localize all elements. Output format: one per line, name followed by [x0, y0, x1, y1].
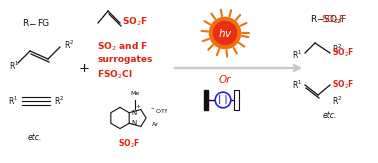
Text: FSO$_2$Cl: FSO$_2$Cl: [97, 69, 133, 81]
Text: SO$_2$F: SO$_2$F: [321, 14, 345, 26]
Text: +: +: [135, 104, 140, 109]
Text: surrogates: surrogates: [97, 55, 152, 65]
Text: R$^1$: R$^1$: [9, 60, 19, 72]
Text: SO$_2$F: SO$_2$F: [332, 47, 354, 59]
Text: etc.: etc.: [28, 133, 42, 142]
Text: SO$_2$F: SO$_2$F: [118, 138, 140, 150]
Text: Ar: Ar: [152, 122, 159, 127]
Text: Me: Me: [130, 91, 139, 96]
Text: R$^2$: R$^2$: [332, 95, 342, 107]
Ellipse shape: [209, 17, 241, 49]
Ellipse shape: [215, 92, 231, 108]
Text: R$^1$: R$^1$: [292, 49, 302, 61]
Bar: [234, 90, 239, 110]
Text: $-$: $-$: [28, 18, 37, 28]
Text: $^-$OTf: $^-$OTf: [150, 107, 169, 115]
Text: N: N: [131, 110, 136, 116]
Bar: [204, 90, 208, 110]
Text: R: R: [22, 18, 28, 28]
Text: $+$: $+$: [78, 61, 90, 74]
Text: $hv$: $hv$: [218, 27, 232, 39]
Text: R$-$SO$_2$F: R$-$SO$_2$F: [310, 14, 347, 26]
Text: R$^2$: R$^2$: [64, 39, 74, 51]
Text: SO$_2$F: SO$_2$F: [332, 79, 354, 91]
Ellipse shape: [213, 21, 237, 45]
Text: etc.: etc.: [323, 111, 337, 119]
Text: SO$_2$F: SO$_2$F: [122, 16, 148, 28]
Text: Or: Or: [219, 75, 231, 85]
Text: R$^2$: R$^2$: [54, 95, 64, 107]
Text: N: N: [131, 120, 136, 126]
Text: | |: | |: [218, 96, 228, 104]
Text: R$^1$: R$^1$: [8, 95, 18, 107]
Text: R$^2$: R$^2$: [332, 43, 342, 55]
Text: R$^1$: R$^1$: [292, 79, 302, 91]
Text: FG: FG: [37, 18, 49, 28]
Text: SO$_2$ and F: SO$_2$ and F: [97, 41, 148, 53]
